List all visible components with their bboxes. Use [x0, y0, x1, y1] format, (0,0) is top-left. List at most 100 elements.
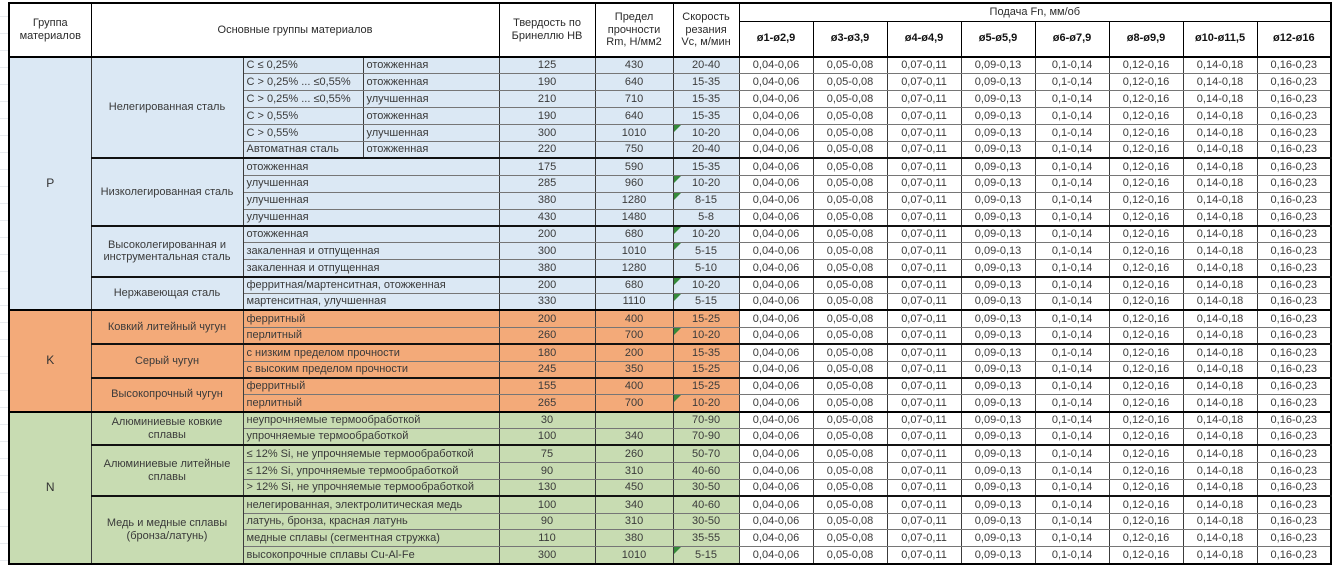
feed-value-cell[interactable]: 0,09-0,13 — [960, 107, 1036, 126]
feed-value-cell[interactable]: 0,09-0,13 — [960, 512, 1036, 531]
strength-cell[interactable]: 960 — [594, 174, 674, 193]
feed-value-cell[interactable]: 0,14-0,18 — [1182, 529, 1258, 548]
feed-value-cell[interactable]: 0,07-0,11 — [886, 208, 962, 227]
hardness-cell[interactable]: 90 — [498, 512, 596, 531]
hardness-cell[interactable]: 200 — [498, 309, 596, 328]
cutting-speed-cell[interactable]: 10-20 — [672, 174, 740, 193]
feed-value-cell[interactable]: 0,05-0,08 — [812, 444, 888, 463]
feed-value-cell[interactable]: 0,12-0,16 — [1108, 242, 1184, 261]
feed-value-cell[interactable]: 0,09-0,13 — [960, 478, 1036, 497]
feed-value-cell[interactable]: 0,12-0,16 — [1108, 292, 1184, 311]
feed-value-cell[interactable]: 0,14-0,18 — [1182, 326, 1258, 345]
group-code-cell[interactable]: N — [8, 410, 92, 565]
feed-value-cell[interactable]: 0,12-0,16 — [1108, 73, 1184, 92]
feed-value-cell[interactable]: 0,09-0,13 — [960, 259, 1036, 278]
feed-value-cell[interactable]: 0,04-0,06 — [738, 107, 814, 126]
material-condition-cell[interactable]: > 12% Si, не упрочняемые термообработкой — [242, 478, 500, 497]
feed-value-cell[interactable]: 0,09-0,13 — [960, 410, 1036, 430]
header-material-group[interactable]: Группа материалов — [8, 2, 92, 58]
material-condition-cell[interactable]: ≤ 12% Si, упрочняемые термообработкой — [242, 461, 500, 480]
feed-value-cell[interactable]: 0,05-0,08 — [812, 326, 888, 345]
feed-value-cell[interactable]: 0,07-0,11 — [886, 512, 962, 531]
feed-value-cell[interactable]: 0,12-0,16 — [1108, 461, 1184, 480]
feed-value-cell[interactable]: 0,14-0,18 — [1182, 73, 1258, 92]
feed-value-cell[interactable]: 0,1-0,14 — [1034, 124, 1110, 142]
feed-value-cell[interactable]: 0,07-0,11 — [886, 478, 962, 497]
cutting-speed-cell[interactable]: 30-50 — [672, 512, 740, 531]
feed-value-cell[interactable]: 0,14-0,18 — [1182, 56, 1258, 75]
material-condition-cell[interactable]: отожженная — [242, 157, 500, 176]
feed-value-cell[interactable]: 0,12-0,16 — [1108, 394, 1184, 413]
feed-value-cell[interactable]: 0,07-0,11 — [886, 259, 962, 278]
hardness-cell[interactable]: 260 — [498, 326, 596, 345]
cutting-speed-cell[interactable]: 10-20 — [672, 275, 740, 294]
feed-value-cell[interactable]: 0,05-0,08 — [812, 428, 888, 446]
strength-cell[interactable]: 310 — [594, 512, 674, 531]
feed-value-cell[interactable]: 0,14-0,18 — [1182, 259, 1258, 278]
feed-value-cell[interactable]: 0,04-0,06 — [738, 292, 814, 311]
header-tensile-strength[interactable]: Предел прочности Rm, Н/мм2 — [594, 2, 674, 58]
feed-value-cell[interactable]: 0,12-0,16 — [1108, 495, 1184, 514]
feed-value-cell[interactable]: 0,14-0,18 — [1182, 124, 1258, 142]
material-condition-cell[interactable]: улучшенная — [242, 191, 500, 210]
hardness-cell[interactable]: 30 — [498, 410, 596, 430]
hardness-cell[interactable]: 300 — [498, 546, 596, 565]
feed-value-cell[interactable]: 0,12-0,16 — [1108, 157, 1184, 176]
feed-value-cell[interactable]: 0,07-0,11 — [886, 495, 962, 514]
material-condition-cell[interactable]: с высоким пределом прочности — [242, 360, 500, 379]
feed-value-cell[interactable]: 0,12-0,16 — [1108, 326, 1184, 345]
hardness-cell[interactable]: 430 — [498, 208, 596, 227]
feed-value-cell[interactable]: 0,14-0,18 — [1182, 444, 1258, 463]
cutting-speed-cell[interactable]: 50-70 — [672, 444, 740, 463]
feed-value-cell[interactable]: 0,16-0,23 — [1256, 140, 1332, 159]
material-condition-cell[interactable]: Автоматная сталь — [242, 140, 364, 159]
feed-value-cell[interactable]: 0,05-0,08 — [812, 410, 888, 430]
feed-value-cell[interactable]: 0,14-0,18 — [1182, 208, 1258, 227]
feed-value-cell[interactable]: 0,1-0,14 — [1034, 410, 1110, 430]
feed-value-cell[interactable]: 0,07-0,11 — [886, 546, 962, 565]
feed-value-cell[interactable]: 0,16-0,23 — [1256, 529, 1332, 548]
feed-value-cell[interactable]: 0,12-0,16 — [1108, 174, 1184, 193]
feed-value-cell[interactable]: 0,12-0,16 — [1108, 343, 1184, 362]
feed-value-cell[interactable]: 0,12-0,16 — [1108, 107, 1184, 126]
material-condition-cell[interactable]: упрочняемые термообработкой — [242, 428, 500, 446]
strength-cell[interactable]: 750 — [594, 140, 674, 159]
feed-value-cell[interactable]: 0,04-0,06 — [738, 140, 814, 159]
cutting-speed-cell[interactable]: 10-20 — [672, 124, 740, 142]
feed-value-cell[interactable]: 0,07-0,11 — [886, 428, 962, 446]
feed-value-cell[interactable]: 0,05-0,08 — [812, 495, 888, 514]
feed-value-cell[interactable]: 0,14-0,18 — [1182, 495, 1258, 514]
feed-value-cell[interactable]: 0,07-0,11 — [886, 394, 962, 413]
feed-value-cell[interactable]: 0,09-0,13 — [960, 529, 1036, 548]
feed-value-cell[interactable]: 0,16-0,23 — [1256, 461, 1332, 480]
feed-value-cell[interactable]: 0,04-0,06 — [738, 73, 814, 92]
feed-value-cell[interactable]: 0,04-0,06 — [738, 326, 814, 345]
feed-value-cell[interactable]: 0,16-0,23 — [1256, 376, 1332, 396]
feed-value-cell[interactable]: 0,04-0,06 — [738, 56, 814, 75]
feed-diameter-header[interactable]: ø8-ø9,9 — [1108, 20, 1184, 58]
feed-value-cell[interactable]: 0,09-0,13 — [960, 309, 1036, 328]
family-name-cell[interactable]: Ковкий литейный чугун — [90, 309, 244, 345]
feed-value-cell[interactable]: 0,12-0,16 — [1108, 512, 1184, 531]
feed-value-cell[interactable]: 0,04-0,06 — [738, 224, 814, 244]
feed-value-cell[interactable]: 0,07-0,11 — [886, 157, 962, 176]
feed-value-cell[interactable]: 0,16-0,23 — [1256, 107, 1332, 126]
feed-value-cell[interactable]: 0,16-0,23 — [1256, 275, 1332, 294]
feed-value-cell[interactable]: 0,09-0,13 — [960, 242, 1036, 261]
feed-value-cell[interactable]: 0,05-0,08 — [812, 529, 888, 548]
feed-value-cell[interactable]: 0,09-0,13 — [960, 428, 1036, 446]
feed-value-cell[interactable]: 0,04-0,06 — [738, 124, 814, 142]
material-condition-cell[interactable]: ферритный — [242, 309, 500, 328]
strength-cell[interactable]: 200 — [594, 343, 674, 362]
hardness-cell[interactable]: 190 — [498, 73, 596, 92]
feed-value-cell[interactable]: 0,12-0,16 — [1108, 444, 1184, 463]
feed-value-cell[interactable]: 0,04-0,06 — [738, 394, 814, 413]
feed-value-cell[interactable]: 0,07-0,11 — [886, 90, 962, 109]
strength-cell[interactable]: 400 — [594, 376, 674, 396]
cutting-speed-cell[interactable]: 15-25 — [672, 309, 740, 328]
feed-value-cell[interactable]: 0,12-0,16 — [1108, 546, 1184, 565]
hardness-cell[interactable]: 190 — [498, 107, 596, 126]
feed-value-cell[interactable]: 0,05-0,08 — [812, 259, 888, 278]
feed-value-cell[interactable]: 0,1-0,14 — [1034, 73, 1110, 92]
feed-value-cell[interactable]: 0,04-0,06 — [738, 546, 814, 565]
